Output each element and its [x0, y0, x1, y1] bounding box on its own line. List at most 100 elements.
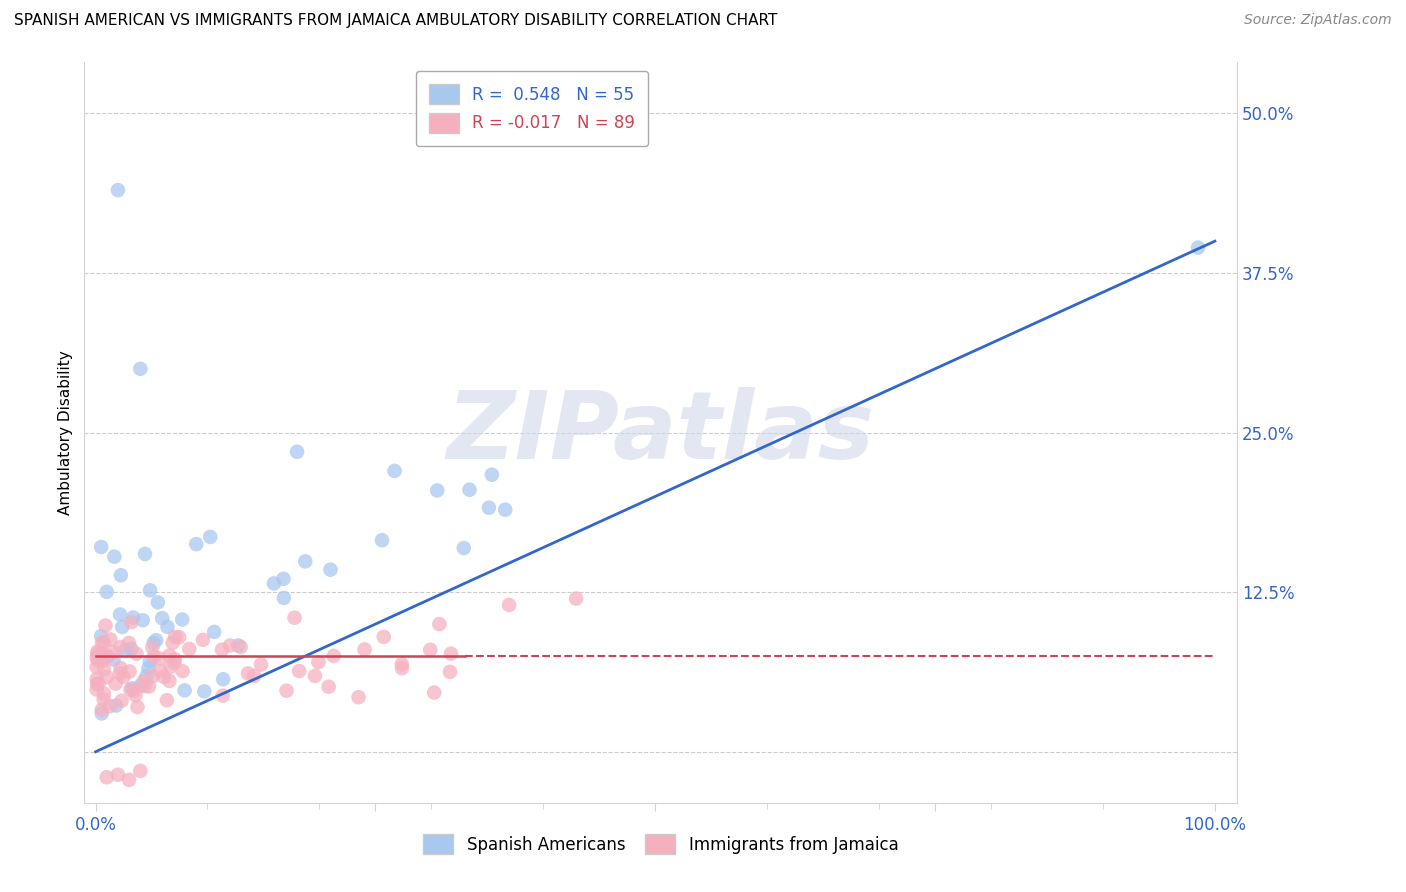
Point [149, 664, 172, 678]
Point [1187, 240, 1209, 255]
Point [86, 647, 108, 661]
Point [347, 690, 370, 705]
Point [304, 669, 326, 683]
Point [202, 624, 225, 639]
Point [111, 620, 134, 634]
Point [384, 464, 406, 478]
Point [426, 483, 449, 498]
Point [191, 632, 214, 647]
Point [162, 636, 184, 650]
Point [156, 620, 179, 634]
Point [103, 652, 125, 666]
Point [236, 666, 259, 681]
Point [498, 598, 520, 612]
Point [565, 591, 588, 606]
Point [186, 537, 208, 551]
Point [148, 651, 170, 665]
Point [87, 676, 110, 690]
Point [134, 547, 156, 561]
Point [146, 595, 169, 609]
Point [86, 677, 108, 691]
Point [139, 583, 162, 598]
Point [179, 641, 201, 656]
Point [91, 636, 114, 650]
Point [104, 676, 127, 690]
Point [322, 648, 344, 663]
Point [173, 683, 195, 698]
Point [226, 639, 249, 653]
Point [141, 640, 163, 655]
Point [481, 467, 503, 482]
Point [86, 651, 108, 665]
Point [86, 644, 108, 658]
Point [90, 629, 112, 643]
Point [118, 636, 141, 650]
Point [107, 768, 129, 782]
Point [93, 686, 115, 700]
Point [96, 770, 118, 784]
Point [263, 576, 285, 591]
Point [110, 640, 132, 654]
Point [110, 568, 132, 582]
Point [250, 657, 273, 672]
Point [132, 674, 155, 689]
Point [285, 444, 308, 458]
Point [142, 636, 165, 650]
Point [200, 530, 222, 544]
Point [371, 533, 394, 548]
Point [86, 682, 108, 697]
Point [439, 665, 461, 679]
Point [122, 683, 145, 698]
Point [157, 648, 180, 663]
Point [107, 183, 129, 197]
Point [423, 685, 446, 699]
Point [103, 549, 125, 564]
Point [156, 693, 179, 707]
Point [307, 655, 329, 669]
Point [172, 612, 194, 626]
Point [165, 630, 187, 644]
Point [86, 660, 108, 674]
Point [87, 653, 110, 667]
Point [319, 563, 342, 577]
Point [121, 681, 143, 696]
Point [139, 655, 162, 669]
Point [90, 647, 112, 661]
Y-axis label: Ambulatory Disability: Ambulatory Disability [58, 351, 73, 515]
Point [118, 665, 141, 679]
Point [103, 645, 125, 659]
Point [122, 610, 145, 624]
Point [157, 673, 180, 688]
Point [96, 670, 118, 684]
Point [273, 572, 295, 586]
Point [150, 611, 173, 625]
Point [353, 642, 375, 657]
Point [108, 666, 131, 681]
Point [127, 700, 149, 714]
Point [110, 661, 132, 675]
Point [112, 670, 135, 684]
Text: Source: ZipAtlas.com: Source: ZipAtlas.com [1244, 13, 1392, 28]
Point [163, 652, 186, 666]
Point [129, 764, 152, 778]
Point [440, 647, 463, 661]
Point [273, 591, 295, 605]
Point [142, 669, 165, 683]
Point [458, 483, 481, 497]
Point [138, 661, 160, 675]
Point [90, 648, 112, 663]
Point [219, 639, 242, 653]
Point [93, 662, 115, 676]
Point [145, 633, 167, 648]
Text: SPANISH AMERICAN VS IMMIGRANTS FROM JAMAICA AMBULATORY DISABILITY CORRELATION CH: SPANISH AMERICAN VS IMMIGRANTS FROM JAMA… [14, 13, 778, 29]
Point [494, 502, 516, 516]
Point [134, 679, 156, 693]
Point [93, 692, 115, 706]
Point [419, 643, 441, 657]
Point [283, 611, 305, 625]
Point [98, 699, 121, 714]
Point [294, 554, 316, 568]
Point [212, 689, 235, 703]
Point [108, 607, 131, 622]
Point [129, 361, 152, 376]
